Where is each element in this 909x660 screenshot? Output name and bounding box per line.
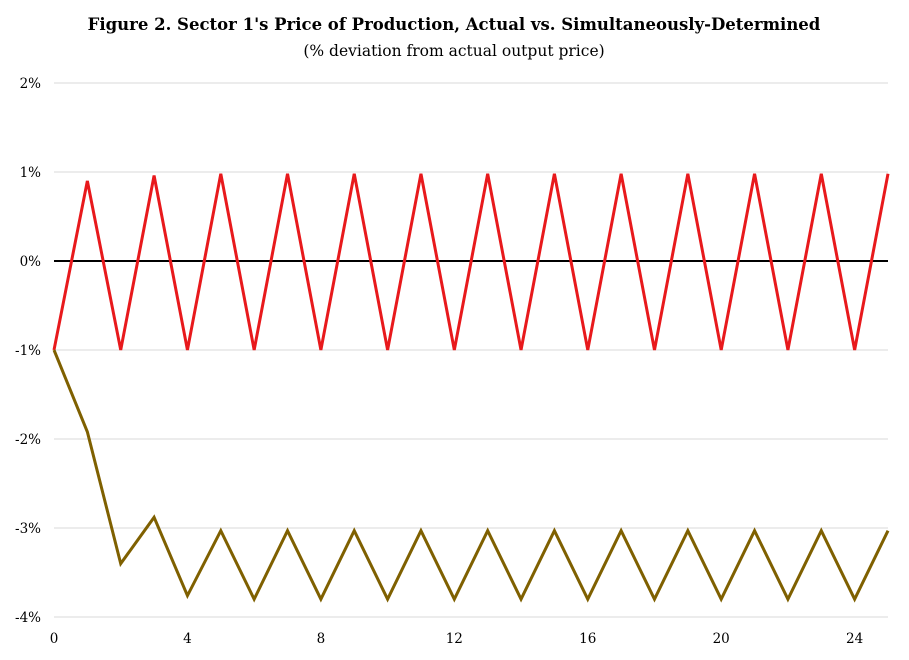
x-tick-label: 16 [579, 631, 596, 647]
x-tick-label: 24 [846, 631, 863, 647]
y-tick-label: -2% [15, 432, 41, 448]
y-tick-label: -4% [15, 610, 41, 626]
x-tick-labels: 0 4 8 12 16 20 24 [50, 631, 864, 647]
series-line-2 [52, 349, 890, 603]
gridlines [54, 82, 888, 618]
y-tick-label: 1% [20, 165, 42, 181]
series-lines [52, 173, 890, 603]
x-tick-label: 4 [183, 631, 192, 647]
y-tick-label: -1% [15, 343, 41, 359]
y-tick-label: -3% [15, 521, 41, 537]
y-tick-label: 0% [20, 254, 42, 270]
y-tick-label: 2% [20, 76, 42, 92]
series-line-1 [52, 173, 890, 351]
chart-title: Figure 2. Sector 1's Price of Production… [88, 15, 821, 34]
y-tick-labels: 2% 1% 0% -1% -2% -3% -4% [15, 76, 41, 626]
x-tick-label: 20 [713, 631, 730, 647]
chart-subtitle: (% deviation from actual output price) [303, 42, 604, 60]
x-tick-label: 8 [317, 631, 326, 647]
x-tick-label: 12 [446, 631, 463, 647]
x-tick-label: 0 [50, 631, 59, 647]
